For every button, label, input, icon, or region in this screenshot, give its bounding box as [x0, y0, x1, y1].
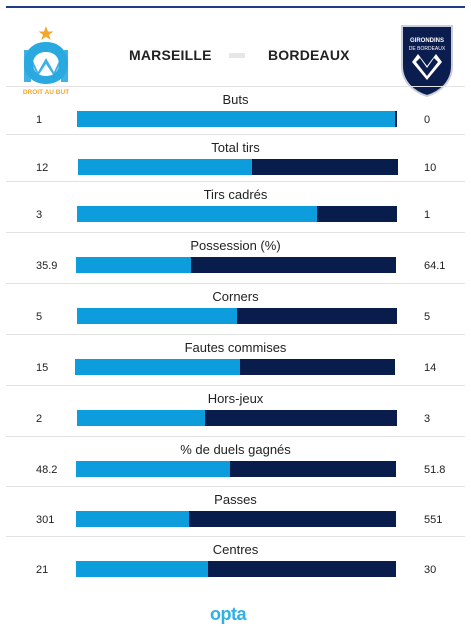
home-bar-segment — [77, 410, 205, 426]
home-bar-segment — [76, 461, 231, 477]
stat-row: Total tirs 12 10 — [6, 134, 465, 185]
stat-label: Hors-jeux — [207, 391, 264, 406]
away-value: 0 — [424, 114, 431, 126]
home-value: 3 — [36, 209, 43, 221]
stat-label: Centres — [212, 542, 259, 557]
home-team-name: MARSEILLE — [129, 47, 212, 63]
home-bar-segment — [77, 111, 396, 127]
stat-row: Possession (%) 35.9 64.1 — [6, 232, 465, 283]
away-value: 10 — [424, 162, 437, 174]
away-value: 30 — [424, 564, 437, 576]
home-bar-segment — [77, 308, 237, 324]
comparison-bar — [77, 410, 397, 426]
comparison-bar — [78, 159, 398, 175]
comparison-bar — [76, 461, 396, 477]
comparison-bar — [77, 111, 397, 127]
away-bar-segment — [317, 206, 397, 222]
away-value: 3 — [424, 413, 431, 425]
stat-label: Fautes commises — [184, 340, 287, 355]
stat-label: % de duels gagnés — [180, 442, 291, 457]
home-bar-segment — [76, 511, 189, 527]
away-bar-segment — [240, 359, 395, 375]
away-team-name: BORDEAUX — [268, 47, 350, 63]
away-value: 5 — [424, 311, 431, 323]
comparison-bar — [76, 257, 396, 273]
comparison-bar — [76, 561, 396, 577]
home-bar-segment — [75, 359, 241, 375]
stat-label: Buts — [222, 92, 249, 107]
stat-row: Passes 301 551 — [6, 486, 465, 537]
away-value: 1 — [424, 209, 431, 221]
stat-row: % de duels gagnés 48.2 51.8 — [6, 436, 465, 487]
home-value: 21 — [36, 564, 49, 576]
svg-text:DROIT AU BUT: DROIT AU BUT — [23, 89, 69, 96]
away-bar-segment — [207, 561, 396, 577]
marseille-crest: DROIT AU BUT — [16, 24, 76, 100]
home-bar-segment — [76, 257, 191, 273]
stat-label: Corners — [212, 289, 259, 304]
home-bar-segment — [77, 206, 317, 222]
stat-label: Passes — [214, 492, 257, 507]
away-bar-segment — [395, 111, 397, 127]
stat-label: Possession (%) — [190, 238, 281, 253]
away-bar-segment — [188, 511, 396, 527]
home-value: 5 — [36, 311, 43, 323]
stat-row: Fautes commises 15 14 — [6, 334, 465, 385]
home-value: 1 — [36, 114, 43, 126]
team-separator — [229, 53, 245, 58]
away-value: 14 — [424, 362, 437, 374]
home-bar-segment — [76, 561, 208, 577]
top-rule — [6, 6, 465, 8]
svg-text:DE BORDEAUX: DE BORDEAUX — [409, 46, 446, 52]
away-value: 51.8 — [424, 464, 446, 476]
home-value: 15 — [36, 362, 49, 374]
comparison-bar — [75, 359, 395, 375]
comparison-bar — [77, 308, 397, 324]
stat-row: Buts 1 0 — [6, 86, 465, 137]
away-value: 551 — [424, 514, 443, 526]
comparison-bar — [77, 206, 397, 222]
home-value: 12 — [36, 162, 49, 174]
away-bar-segment — [237, 308, 397, 324]
stat-row: Tirs cadrés 3 1 — [6, 181, 465, 232]
away-bar-segment — [190, 257, 396, 273]
stat-label: Total tirs — [211, 140, 260, 155]
stat-row: Hors-jeux 2 3 — [6, 385, 465, 436]
away-bar-segment — [230, 461, 396, 477]
svg-text:GIRONDINS: GIRONDINS — [410, 38, 444, 44]
away-bar-segment — [205, 410, 397, 426]
footer: opta — [0, 596, 471, 638]
match-header: DROIT AU BUT MARSEILLE BORDEAUX GIRONDIN… — [0, 10, 471, 98]
stat-row: Corners 5 5 — [6, 283, 465, 334]
away-value: 64.1 — [424, 260, 446, 272]
home-bar-segment — [78, 159, 253, 175]
stat-label: Tirs cadrés — [203, 187, 268, 202]
stat-row: Centres 21 30 — [6, 536, 465, 587]
home-value: 48.2 — [36, 464, 58, 476]
home-value: 2 — [36, 413, 43, 425]
away-bar-segment — [252, 159, 398, 175]
home-value: 35.9 — [36, 260, 58, 272]
bordeaux-crest: GIRONDINS DE BORDEAUX — [398, 22, 456, 98]
comparison-bar — [76, 511, 396, 527]
opta-logo: opta — [210, 604, 247, 624]
home-value: 301 — [36, 514, 55, 526]
